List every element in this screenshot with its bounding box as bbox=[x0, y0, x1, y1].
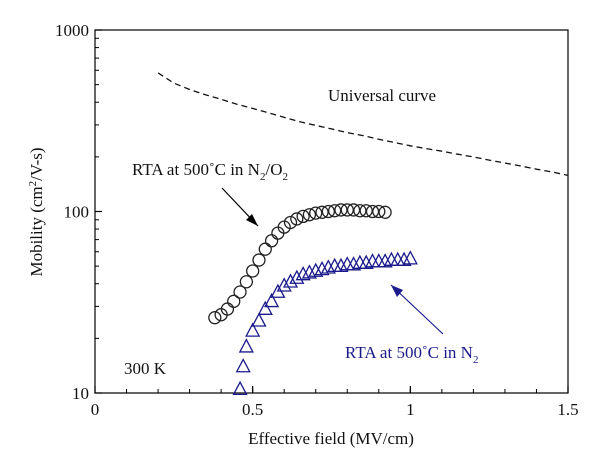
universal-curve-label: Universal curve bbox=[328, 86, 436, 105]
universal-curve-line bbox=[157, 72, 569, 177]
n2o2-point bbox=[296, 209, 310, 224]
n2-point bbox=[371, 253, 387, 268]
n2o2-point bbox=[309, 206, 323, 220]
axis-ticks bbox=[94, 29, 569, 394]
n2o2-label: RTA at 500˚C in N2/O2 bbox=[132, 160, 288, 183]
x-tick-label: 0 bbox=[91, 400, 100, 419]
axis-tick-labels: 0 0.5 1 1.5 10 100 1000 bbox=[55, 21, 579, 419]
n2o2-arrow bbox=[221, 187, 259, 227]
n2-arrow bbox=[390, 284, 444, 335]
n2o2-point bbox=[372, 204, 386, 219]
n2o2-point bbox=[264, 234, 279, 248]
n2o2-point bbox=[239, 275, 254, 289]
n2-point bbox=[396, 251, 412, 266]
n2-label: RTA at 500˚C in N2 bbox=[345, 343, 478, 366]
n2o2-point bbox=[340, 203, 354, 217]
n2-point bbox=[402, 250, 418, 265]
n2-point bbox=[251, 312, 267, 327]
n2o2-point bbox=[365, 204, 380, 219]
n2o2-point bbox=[321, 204, 335, 219]
n2o2-point bbox=[283, 215, 298, 230]
n2-point bbox=[301, 264, 318, 279]
n2o2-point bbox=[208, 311, 222, 325]
n2-point bbox=[264, 292, 280, 308]
n2-point bbox=[289, 269, 305, 284]
n2-point bbox=[257, 300, 273, 315]
temperature-label: 300 K bbox=[124, 359, 167, 378]
n2o2-point bbox=[258, 242, 272, 256]
series-n2o2 bbox=[208, 203, 392, 325]
n2-point bbox=[245, 322, 261, 337]
n2-point bbox=[282, 273, 299, 288]
n2-point bbox=[358, 254, 374, 269]
n2o2-point bbox=[227, 294, 241, 308]
n2-point bbox=[235, 358, 251, 373]
plot-frame bbox=[94, 29, 569, 394]
n2o2-point bbox=[252, 253, 266, 267]
n2o2-point bbox=[346, 203, 361, 217]
n2o2-point bbox=[302, 208, 317, 222]
n2o2-point bbox=[246, 264, 260, 278]
y-tick-label: 10 bbox=[72, 384, 89, 403]
n2-point bbox=[295, 266, 311, 281]
n2o2-point bbox=[290, 212, 304, 226]
n2-point bbox=[345, 256, 362, 271]
n2-point bbox=[320, 259, 336, 274]
y-axis-title: Mobility (cm2/V-s) bbox=[27, 147, 46, 276]
x-tick-label: 1.5 bbox=[557, 400, 578, 419]
x-tick-label: 1 bbox=[406, 400, 415, 419]
n2o2-point bbox=[233, 285, 247, 299]
y-tick-label: 100 bbox=[64, 203, 90, 222]
y-tick-label: 1000 bbox=[55, 21, 89, 40]
n2-point bbox=[377, 253, 393, 268]
n2-point bbox=[314, 260, 330, 276]
n2-point bbox=[390, 251, 406, 266]
n2o2-point bbox=[353, 204, 367, 218]
n2-point bbox=[333, 257, 349, 273]
n2o2-point bbox=[378, 205, 392, 219]
n2-point bbox=[308, 262, 324, 277]
n2-point bbox=[238, 338, 254, 353]
n2-point bbox=[232, 380, 248, 396]
n2-point bbox=[276, 277, 292, 292]
series-universal-curve bbox=[157, 72, 569, 177]
n2o2-point bbox=[315, 205, 329, 219]
x-tick-label: 0.5 bbox=[242, 400, 263, 419]
n2o2-point bbox=[359, 204, 373, 218]
series-n2 bbox=[232, 250, 418, 396]
n2o2-point bbox=[328, 204, 342, 218]
x-axis-title: Effective field (MV/cm) bbox=[248, 429, 414, 448]
